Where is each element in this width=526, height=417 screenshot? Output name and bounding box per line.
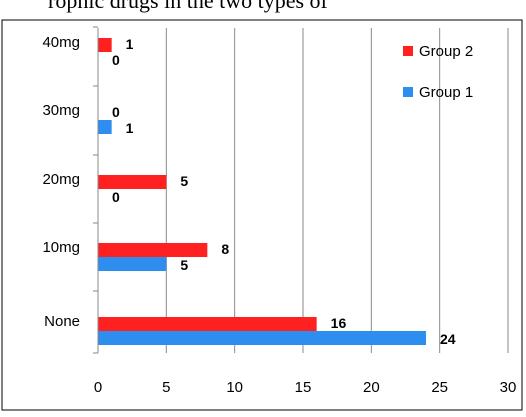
data-label-group-1-30mg: 1	[126, 120, 134, 136]
bar-group-2-10mg	[98, 243, 208, 257]
data-label-group-1-None: 24	[440, 331, 456, 347]
x-tick-label-25: 25	[431, 379, 448, 396]
caption-fragment: rophic drugs in the two types of	[0, 0, 526, 18]
caption-text: rophic drugs in the two types of	[48, 0, 328, 13]
data-label-group-1-40mg: 0	[112, 52, 120, 68]
y-tick-label-20mg: 20mg	[42, 171, 80, 188]
data-label-group-2-None: 16	[331, 315, 347, 331]
x-tick-label-30: 30	[500, 379, 517, 396]
bar-group-2-40mg	[98, 38, 112, 52]
bar-group-1-None	[98, 331, 426, 345]
y-tick-label-30mg: 30mg	[42, 102, 80, 119]
y-tick-label-10mg: 10mg	[42, 239, 80, 256]
x-tick-label-10: 10	[226, 379, 243, 396]
data-label-group-1-10mg: 5	[180, 257, 188, 273]
y-tick-label-None: None	[44, 313, 80, 330]
legend-label-group-2: Group 2	[419, 43, 473, 60]
x-tick-label-0: 0	[94, 379, 102, 396]
legend-swatch-group-1	[403, 87, 413, 97]
data-label-group-2-10mg: 8	[221, 241, 229, 257]
bar-group-1-30mg	[98, 120, 112, 134]
x-tick-label-15: 15	[295, 379, 312, 396]
x-tick-label-5: 5	[162, 379, 170, 396]
legend-label-group-1: Group 1	[419, 84, 473, 101]
bar-group-2-20mg	[98, 175, 167, 189]
bar-group-2-None	[98, 317, 317, 331]
legend-swatch-group-2	[403, 46, 413, 56]
y-tick-label-40mg: 40mg	[42, 34, 80, 51]
chart-frame	[1, 19, 523, 411]
data-label-group-2-30mg: 0	[112, 104, 120, 120]
data-label-group-2-20mg: 5	[180, 173, 188, 189]
data-label-group-1-20mg: 0	[112, 189, 120, 205]
x-tick-label-20: 20	[363, 379, 380, 396]
data-label-group-2-40mg: 1	[126, 36, 134, 52]
bar-group-1-10mg	[98, 257, 167, 271]
